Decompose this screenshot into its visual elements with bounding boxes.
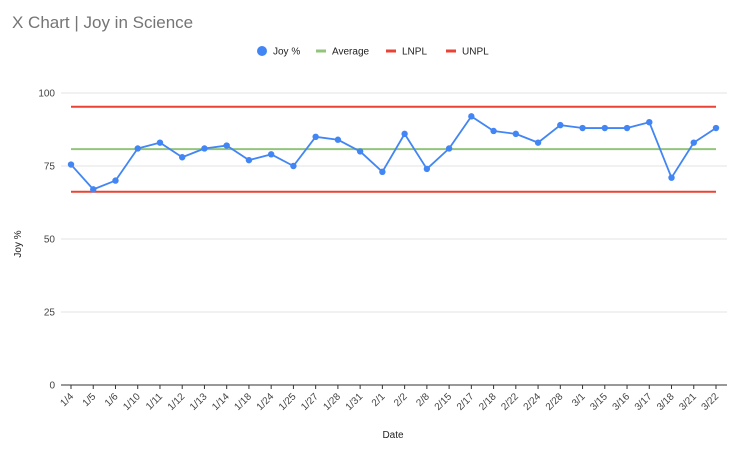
x-axis-label: Date [382, 430, 404, 441]
data-point [490, 127, 497, 135]
data-point [646, 119, 653, 126]
x-tick-label: 3/15 [588, 391, 610, 413]
y-tick-label: 75 [44, 162, 56, 173]
x-tick-label: 1/10 [121, 391, 143, 413]
data-point [668, 174, 675, 181]
data-point [156, 139, 164, 146]
x-axis-ticks: 1/4 1/5 1/6 1/10 1/11 1/12 1/13 1/14 1/18 1/24 1/2… [59, 385, 722, 413]
data-point [245, 156, 253, 164]
data-point [356, 148, 364, 155]
x-tick-label: 2/22 [499, 391, 521, 413]
y-tick-label: 100 [38, 89, 55, 100]
data-point [379, 168, 386, 176]
x-tick-label: 3/1 [570, 391, 588, 409]
reference-lines [71, 105, 716, 193]
data-point [312, 133, 319, 140]
x-tick-label: 3/16 [611, 391, 633, 413]
data-point [134, 145, 141, 152]
data-point [290, 162, 297, 170]
data-point [534, 139, 542, 146]
x-tick-label: 2/8 [414, 391, 432, 409]
data-point [201, 145, 208, 152]
legend: Joy % Average LNPL UNPL [257, 46, 489, 58]
x-tick-label: 1/6 [103, 391, 121, 409]
x-tick-label: 1/11 [144, 391, 165, 412]
y-axis-ticks: 0 25 50 75 100 [38, 89, 55, 392]
y-axis-label: Joy % [13, 230, 24, 257]
data-point [579, 124, 586, 132]
legend-swatch [257, 46, 267, 56]
grid [61, 92, 727, 386]
x-tick-label: 1/13 [188, 391, 210, 413]
x-tick-label: 1/14 [210, 391, 232, 413]
legend-label: Average [332, 47, 370, 58]
legend-swatch [316, 49, 326, 53]
x-tick-label: 2/2 [392, 391, 410, 409]
data-point [557, 121, 564, 129]
data-point [423, 165, 431, 173]
x-tick-label: 3/22 [700, 391, 722, 413]
x-tick-label: 2/1 [370, 391, 388, 409]
legend-label: Joy % [273, 47, 300, 58]
data-point [690, 139, 697, 146]
x-tick-label: 3/17 [633, 391, 655, 413]
x-tick-label: 1/25 [277, 391, 299, 413]
data-point [90, 186, 97, 193]
data-point [601, 124, 608, 132]
series-line-joy [70, 115, 717, 191]
x-tick-label: 2/17 [455, 391, 477, 413]
x-tick-label: 2/18 [477, 391, 499, 413]
data-point [334, 136, 342, 143]
y-tick-label: 0 [49, 381, 55, 392]
data-point [67, 161, 75, 168]
data-point [468, 113, 475, 120]
x-tick-label: 1/4 [59, 391, 77, 409]
data-point [623, 124, 631, 132]
chart-title: X Chart | Joy in Science [12, 13, 193, 32]
legend-label: UNPL [462, 47, 489, 58]
y-tick-label: 25 [44, 308, 56, 319]
data-point [712, 124, 720, 132]
legend-swatch [386, 49, 396, 53]
x-tick-label: 1/31 [344, 391, 366, 413]
series [67, 113, 720, 193]
data-point [401, 130, 408, 138]
x-tick-label: 1/27 [299, 391, 321, 413]
x-tick-label: 3/21 [677, 391, 699, 413]
x-tick-label: 1/28 [321, 391, 343, 413]
legend-label: LNPL [402, 47, 427, 58]
data-point [223, 142, 230, 149]
x-tick-label: 2/15 [433, 391, 455, 413]
x-tick-label: 2/28 [544, 391, 566, 413]
legend-swatch [446, 49, 456, 53]
data-point [445, 145, 453, 152]
data-point [179, 154, 186, 161]
x-tick-label: 1/5 [81, 391, 99, 409]
data-point [512, 130, 520, 138]
x-tick-label: 1/24 [255, 391, 277, 413]
x-tick-label: 1/18 [233, 391, 255, 413]
x-tick-label: 3/18 [655, 391, 677, 413]
data-point [267, 151, 275, 158]
x-tick-label: 2/24 [522, 391, 544, 413]
data-point [112, 177, 119, 184]
y-tick-label: 50 [44, 235, 56, 246]
x-tick-label: 1/12 [166, 391, 188, 413]
